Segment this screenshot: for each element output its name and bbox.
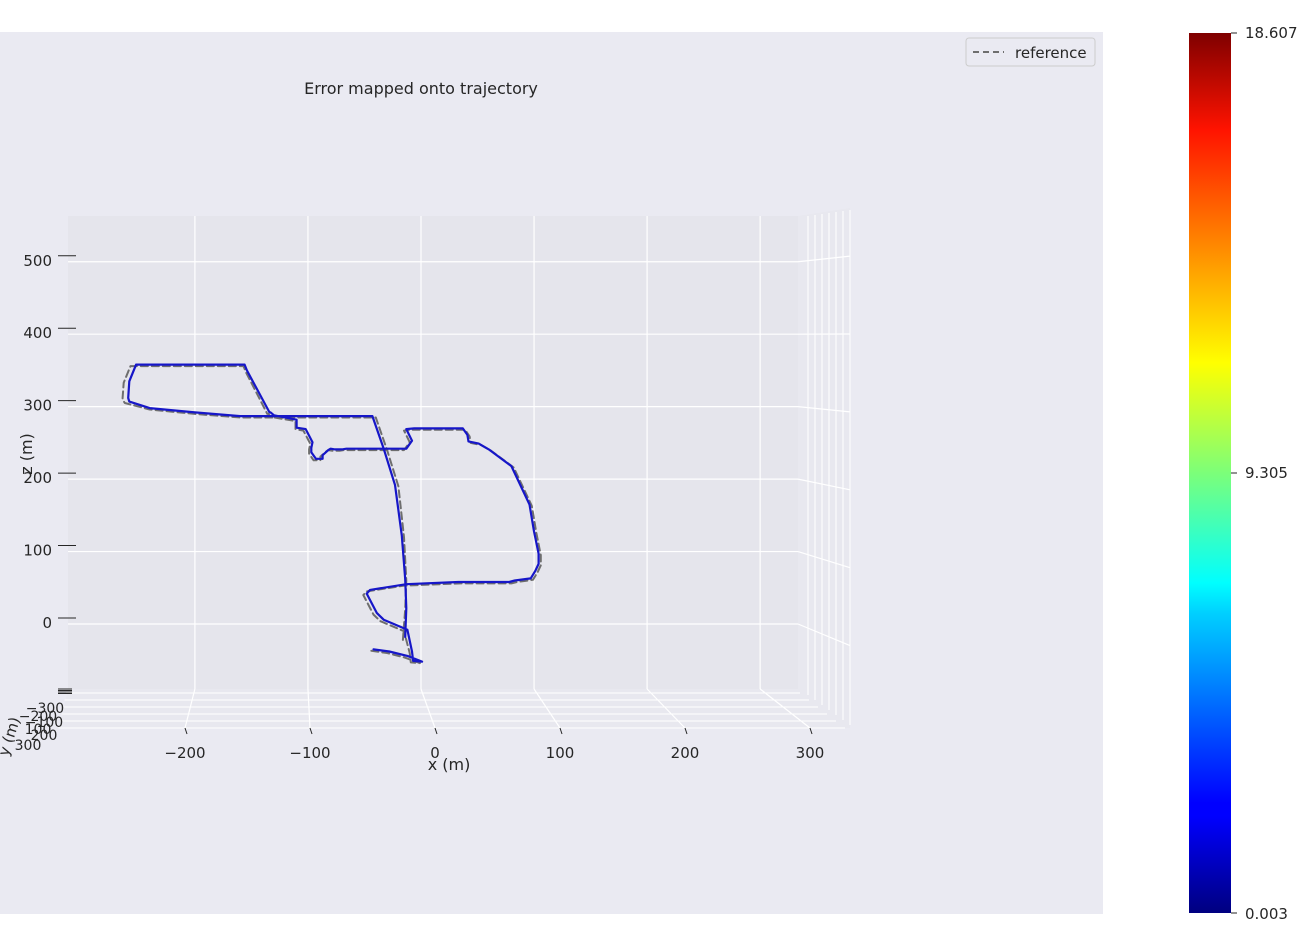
y-tick-label-2: −100	[25, 715, 63, 731]
y-tick-label-1: −200	[19, 709, 57, 725]
z-tick-label-4: 400	[23, 324, 52, 342]
series-layer	[121, 363, 542, 665]
colorbar-gradient	[1189, 33, 1231, 913]
grid-side-3	[797, 406, 851, 413]
x-tick-label-1: −100	[289, 744, 330, 762]
x-tick-5	[809, 727, 813, 735]
series-estimate	[127, 363, 540, 663]
grid-side-2	[797, 478, 851, 491]
y-tick-label-3: 100	[25, 722, 52, 738]
axis-decor	[58, 688, 72, 694]
z-tick-label-3: 300	[23, 397, 52, 415]
grid-side-1	[797, 550, 851, 569]
back-pane	[68, 216, 798, 689]
x-tick-label-0: −200	[164, 744, 205, 762]
floor-pane	[60, 689, 850, 728]
chart-title: Error mapped onto trajectory	[304, 79, 538, 98]
x-tick-label-5: 300	[796, 744, 825, 762]
z-axis-label: z (m)	[17, 433, 36, 475]
grid-side-5	[797, 255, 851, 263]
grid	[58, 210, 851, 729]
x-tick-0	[184, 727, 188, 735]
z-tick-label-0: 0	[42, 614, 52, 632]
z-tick-label-1: 100	[23, 542, 52, 560]
legend-label-reference: reference	[1015, 44, 1087, 62]
side-pane	[798, 208, 850, 728]
legend-frame	[965, 37, 1096, 67]
legend: reference	[965, 37, 1096, 67]
x-axis-label: x (m)	[428, 755, 471, 774]
x-tick-label-2: 0	[430, 744, 440, 762]
x-tick-2	[434, 727, 438, 735]
z-tick-label-5: 500	[23, 252, 52, 270]
y-tick-label-5: 300	[15, 738, 42, 754]
colorbar-label-mid: 9.305	[1245, 464, 1288, 482]
x-tick-3	[559, 727, 563, 735]
colorbar-label-min: 0.003	[1245, 905, 1288, 923]
x-tick-1	[309, 727, 313, 735]
grid-side-0	[797, 623, 851, 647]
x-tick-4	[684, 727, 688, 735]
z-tick-label-2: 200	[23, 469, 52, 487]
colorbar: 18.607 9.305 0.003	[1189, 24, 1298, 923]
y-tick-label-4: 200	[31, 728, 58, 744]
y-tick-label-0: −300	[26, 701, 64, 717]
x-tick-label-3: 100	[546, 744, 575, 762]
x-tick-label-4: 200	[671, 744, 700, 762]
ticks: −200 −100 0 100 200 3000100200300400500−300−2…	[15, 252, 825, 762]
colorbar-label-max: 18.607	[1245, 24, 1298, 42]
